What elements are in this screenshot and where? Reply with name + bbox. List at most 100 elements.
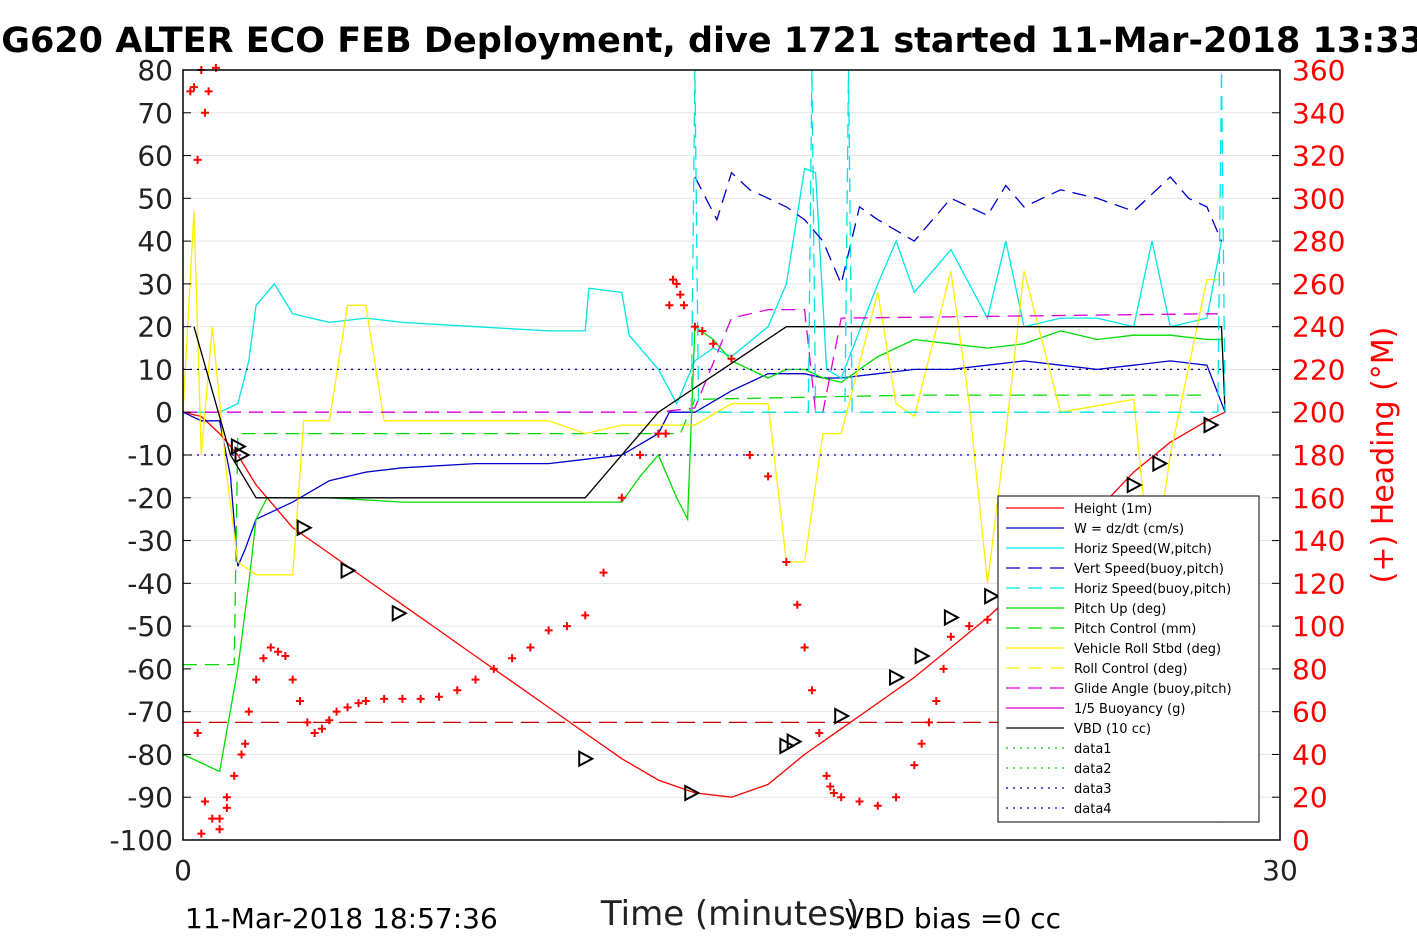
legend: Height (1m) W = dz/dt (cm/s) Horiz Speed(W… <box>997 495 1260 823</box>
heading-point <box>222 793 231 802</box>
heading-point <box>266 643 275 652</box>
y-tick-label-right: 40 <box>1292 738 1328 771</box>
heading-point <box>471 675 480 684</box>
heading-point <box>727 354 736 363</box>
y-tick-label-left: -100 <box>109 824 173 857</box>
series-w-dz-dt-cm-s <box>182 360 1226 567</box>
heading-point <box>416 694 425 703</box>
series-vbd-10-cc <box>193 326 1226 499</box>
heading-point <box>274 647 283 656</box>
y-tick-label-left: 80 <box>137 54 173 87</box>
dive-marker <box>943 608 961 627</box>
heading-point <box>676 290 685 299</box>
dive-marker <box>578 750 595 768</box>
heading-point <box>793 600 802 609</box>
heading-point <box>544 626 553 635</box>
heading-point <box>453 686 462 695</box>
dive-marker <box>234 446 251 464</box>
heading-point <box>241 739 250 748</box>
dive-marker <box>391 604 408 622</box>
dive-marker <box>684 784 701 802</box>
y-tick-label-right: 260 <box>1292 268 1345 301</box>
heading-point <box>200 797 209 806</box>
series-horiz-speed-buoy-pitch-spikes <box>690 69 1226 413</box>
y-tick-label-left: 20 <box>137 311 173 344</box>
dive-marker <box>786 732 803 751</box>
heading-point <box>288 675 297 684</box>
heading-point <box>636 451 645 459</box>
series-vehicle-roll-stbd-deg <box>182 211 1218 584</box>
series-horiz-speed-w-pitch <box>183 167 1223 413</box>
dive-marker <box>296 519 313 537</box>
heading-point <box>822 771 831 780</box>
y-tick-label-right: 100 <box>1292 610 1345 643</box>
dive-marker <box>834 707 851 725</box>
heading-point <box>679 301 688 310</box>
dive-marker <box>1126 476 1143 494</box>
heading-point <box>855 797 864 806</box>
dive-marker <box>889 668 906 687</box>
heading-point <box>965 622 974 631</box>
heading-point <box>508 654 517 663</box>
heading-point <box>252 675 261 684</box>
heading-point <box>215 825 224 834</box>
heading-point <box>354 699 363 708</box>
legend-label: W = dz/dt (cm/s) <box>1074 522 1184 537</box>
legend-label: Pitch Up (deg) <box>1074 602 1166 617</box>
y-tick-label-right: 120 <box>1292 567 1345 600</box>
heading-point <box>917 739 926 748</box>
heading-point <box>317 724 326 733</box>
y-tick-label-left: -20 <box>127 482 173 515</box>
heading-point <box>222 803 231 812</box>
y-tick-label-left: 10 <box>137 353 173 386</box>
heading-point <box>237 750 246 759</box>
heading-point <box>380 694 389 703</box>
heading-point <box>690 322 699 331</box>
y-tick-label-left: 30 <box>137 268 173 301</box>
y-tick-label-left: -70 <box>127 696 173 729</box>
heading-point <box>815 729 824 738</box>
heading-point <box>764 472 773 481</box>
heading-point <box>826 782 835 791</box>
heading-point <box>800 643 809 652</box>
y-tick-label-left: 60 <box>137 140 173 173</box>
series-markers <box>230 416 1220 802</box>
legend-label: Glide Angle (buoy,pitch) <box>1074 682 1232 697</box>
legend-label: data1 <box>1074 742 1112 757</box>
heading-point <box>892 793 901 802</box>
heading-point <box>208 814 217 823</box>
footer-vbd-bias: VBD bias =0 cc <box>845 902 1061 935</box>
heading-point <box>668 275 677 284</box>
dive-marker <box>340 561 357 580</box>
y-tick-label-right: 160 <box>1292 482 1345 515</box>
series-vert-speed-buoy-pitch <box>694 171 1223 286</box>
x-axis-label: Time (minutes) <box>600 894 859 934</box>
heading-point <box>204 87 213 96</box>
dive-marker <box>984 587 1001 605</box>
legend-label: data3 <box>1074 782 1112 797</box>
y-tick-label-right: 280 <box>1292 225 1345 258</box>
y-tick-label-right: 340 <box>1292 97 1345 130</box>
heading-point <box>665 301 674 310</box>
y-tick-label-right: 140 <box>1292 525 1345 558</box>
dive-marker <box>1203 416 1220 434</box>
y-tick-label-right: 220 <box>1292 353 1345 386</box>
y-tick-label-left: -40 <box>127 567 173 600</box>
chart-title: SG620 ALTER ECO FEB Deployment, dive 172… <box>0 21 1417 61</box>
heading-point <box>332 707 341 716</box>
heading-point <box>259 654 268 663</box>
legend-label: Height (1m) <box>1074 502 1152 517</box>
heading-point <box>807 686 816 695</box>
heading-point <box>343 703 352 712</box>
series-pitch-control-mm <box>183 394 1207 666</box>
legend-label: Horiz Speed(buoy,pitch) <box>1074 582 1231 597</box>
y-tick-label-right: 80 <box>1292 653 1328 686</box>
y-tick-label-right: 300 <box>1292 182 1345 215</box>
heading-point <box>837 793 846 802</box>
heading-point <box>654 429 663 438</box>
y-axis-label-right: (+) Heading (°M) <box>1366 327 1401 584</box>
legend-label: Vehicle Roll Stbd (deg) <box>1074 642 1221 657</box>
y-tick-label-right: 360 <box>1292 54 1345 87</box>
heading-point <box>398 694 407 703</box>
